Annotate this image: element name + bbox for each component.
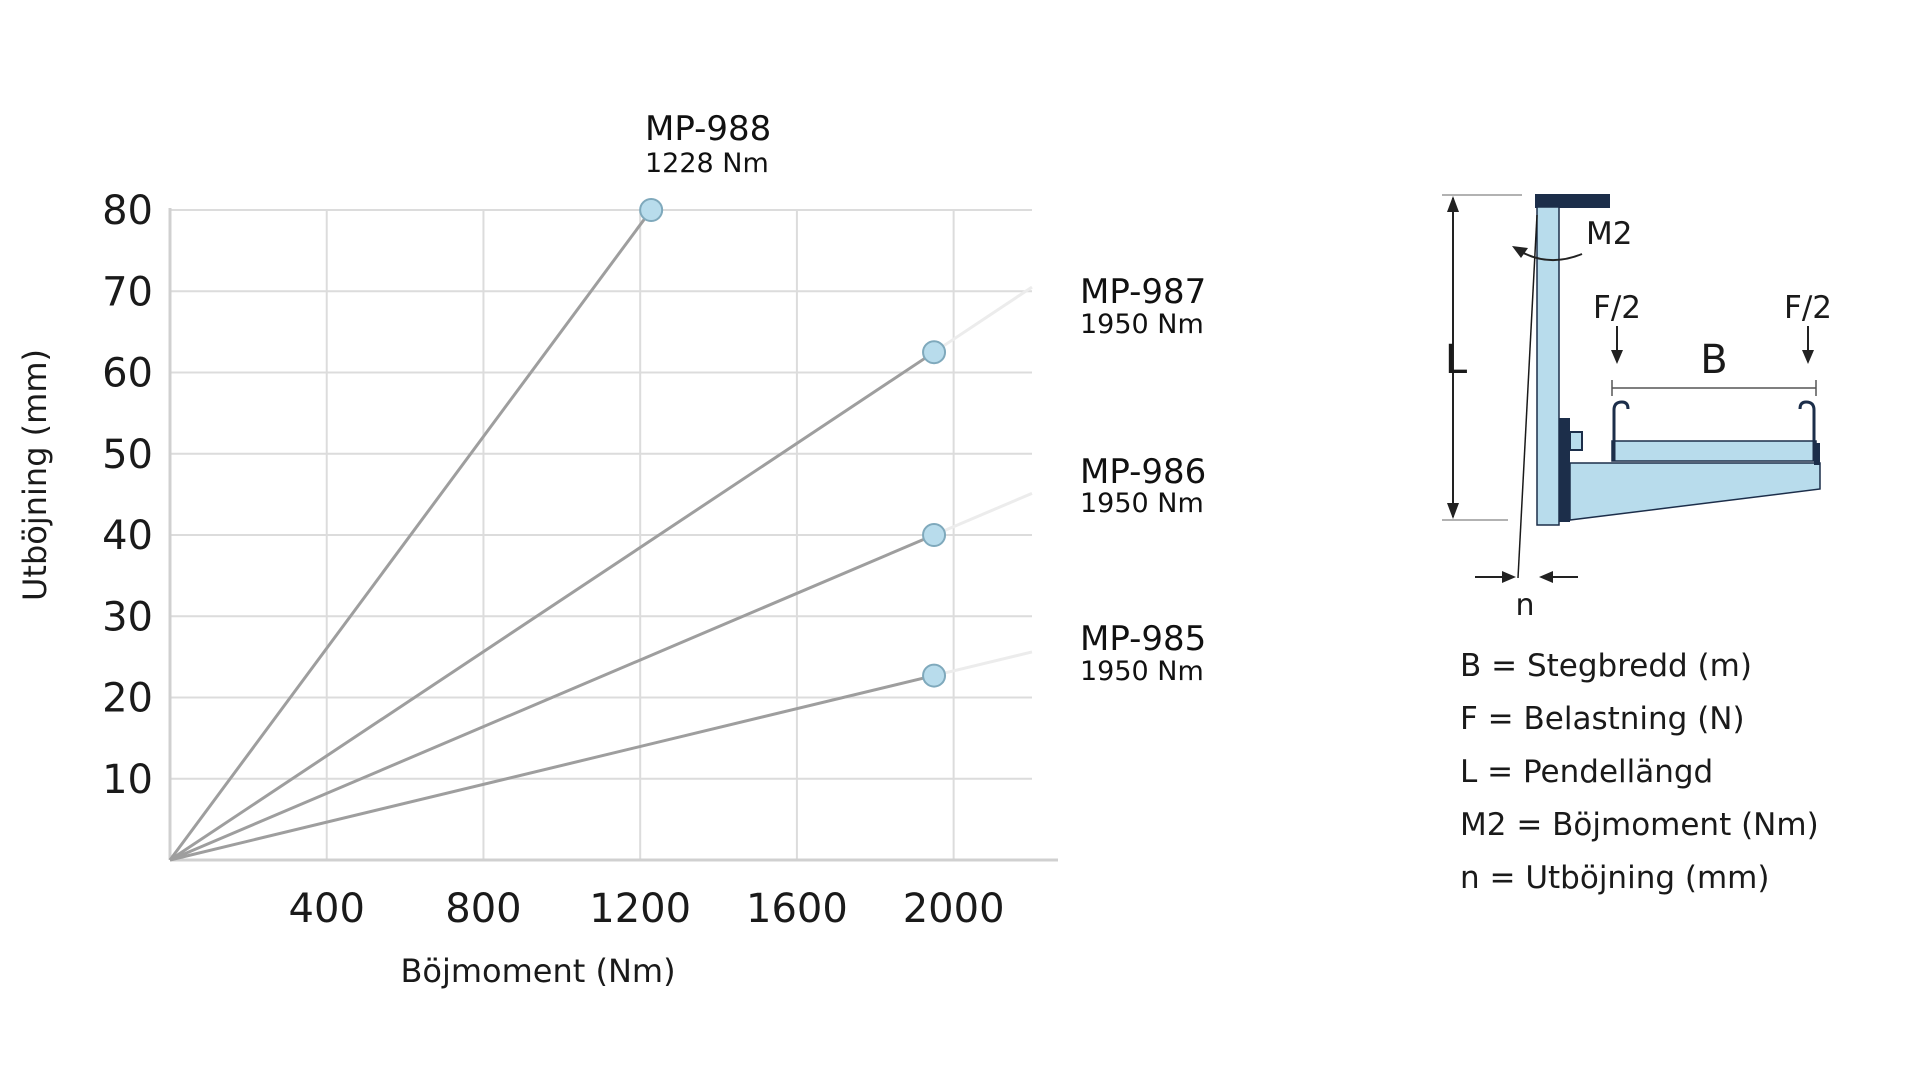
series-line (169, 674, 935, 862)
series-name-label: MP-988 (645, 109, 771, 149)
tick-labels: 400 800 1200 1600 2000 10 20 30 40 50 60 70 80 (102, 188, 1004, 932)
clamp-plate (1559, 418, 1570, 522)
series-extension-line (933, 285, 1033, 354)
axes (168, 208, 1058, 862)
series-end-marker (922, 523, 947, 547)
series-name-label: MP-986 (1080, 452, 1206, 492)
dim-n-left-arrowhead (1502, 571, 1516, 583)
series-line (169, 533, 935, 862)
x-tick-label: 800 (445, 886, 521, 932)
y-tick-label: 20 (102, 676, 153, 722)
tray-hook-left (1612, 400, 1630, 461)
series-max-label: 1228 Nm (645, 148, 769, 179)
y-tick-label: 80 (102, 188, 153, 234)
series-end-marker (922, 340, 947, 365)
diagram-legend: B = Stegbredd (m) F = Belastning (N) L =… (1460, 640, 1819, 905)
y-tick-label: 70 (102, 269, 153, 315)
x-tick-label: 1600 (746, 886, 848, 932)
x-tick-label: 1200 (589, 886, 691, 932)
label-B: B (1700, 337, 1727, 383)
pendulum-rod (1536, 206, 1560, 526)
series-line (168, 209, 653, 861)
bracket-arm (1569, 462, 1821, 521)
top-plate (1535, 194, 1610, 208)
dim-L-arrow-top (1447, 196, 1459, 212)
deflection-line (1517, 214, 1538, 579)
y-axis-title: Utböjning (mm) (16, 349, 54, 601)
series-name-label: MP-985 (1080, 619, 1206, 659)
series-max-label: 1950 Nm (1080, 488, 1204, 519)
x-tick-label: 2000 (903, 886, 1005, 932)
x-axis-title: Böjmoment (Nm) (400, 952, 675, 990)
legend-item: F = Belastning (N) (1460, 701, 1745, 737)
label-F-left: F/2 (1593, 290, 1641, 326)
x-tick-label: 400 (289, 886, 365, 932)
legend-item: n = Utböjning (mm) (1460, 860, 1770, 896)
y-tick-label: 50 (102, 432, 153, 478)
series-max-label: 1950 Nm (1080, 309, 1204, 340)
tray-hook-right (1798, 400, 1816, 461)
series-extension-line (933, 650, 1033, 678)
series-end-marker (922, 663, 947, 688)
legend-item: L = Pendellängd (1460, 754, 1714, 790)
label-n: n (1515, 588, 1534, 623)
clamp-bolt (1569, 431, 1583, 451)
legend-item: B = Stegbredd (m) (1460, 648, 1752, 684)
series-max-label: 1950 Nm (1080, 656, 1204, 687)
label-F-right: F/2 (1784, 290, 1832, 326)
series-line (169, 350, 935, 862)
dim-n-right-arrowhead (1539, 571, 1553, 583)
y-tick-label: 30 (102, 594, 153, 640)
y-tick-label: 10 (102, 757, 153, 803)
cable-tray (1611, 440, 1817, 462)
dim-L-arrow-bottom (1447, 503, 1459, 519)
series-extension-line (933, 491, 1033, 537)
series-name-label: MP-987 (1080, 272, 1206, 312)
label-M2: M2 (1586, 216, 1632, 252)
legend-item: M2 = Böjmoment (Nm) (1460, 807, 1819, 843)
tray-end-right (1814, 443, 1820, 465)
force-arrowhead-right (1802, 350, 1814, 364)
force-arrowhead-left (1611, 350, 1623, 364)
y-tick-label: 60 (102, 351, 153, 397)
label-L: L (1445, 337, 1468, 383)
y-tick-label: 40 (102, 513, 153, 559)
series-end-marker (639, 198, 664, 222)
grid (170, 209, 1032, 860)
moment-arrowhead (1512, 246, 1528, 258)
bracket-diagram: L B F/2 F/2 M2 (1442, 194, 1832, 623)
